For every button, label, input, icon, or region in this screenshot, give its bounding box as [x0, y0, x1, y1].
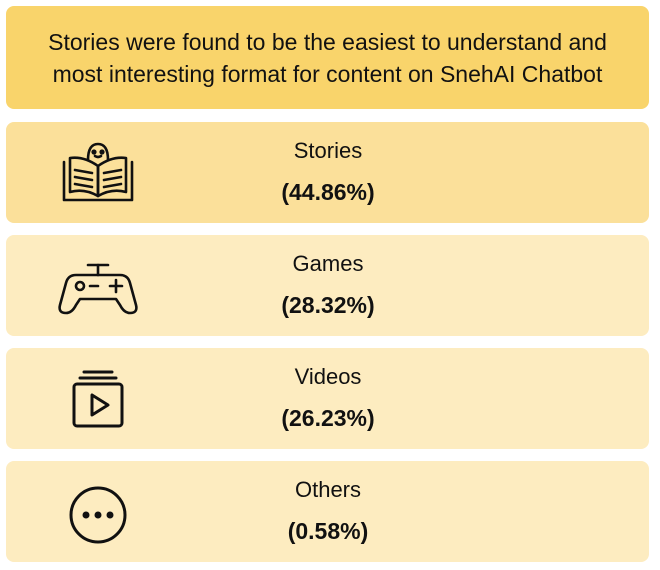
- format-card-games: Games (28.32%): [6, 235, 649, 336]
- format-share-videos: (26.23%): [281, 405, 375, 431]
- format-card-stories: Stories (44.86%): [6, 122, 649, 223]
- format-label-stories: Stories: [293, 138, 363, 163]
- storybook-icon: [54, 140, 142, 206]
- summary-line-2: most interesting format for content on S…: [52, 60, 603, 87]
- format-label-games: Games: [292, 251, 364, 276]
- video-library-icon: [54, 366, 142, 432]
- format-card-others: Others (0.58%): [6, 461, 649, 562]
- format-share-stories: (44.86%): [281, 179, 375, 205]
- format-share-games: (28.32%): [281, 292, 375, 318]
- summary-text: Stories were found to be the easiest to …: [48, 26, 607, 90]
- format-label-others: Others: [294, 477, 362, 502]
- more-horizontal-icon: [54, 479, 142, 545]
- summary-line-1: Stories were found to be the easiest to …: [48, 28, 607, 55]
- format-card-videos: Videos (26.23%): [6, 348, 649, 449]
- format-label-videos: Videos: [294, 364, 362, 389]
- gamepad-icon: [54, 253, 142, 319]
- format-share-others: (0.58%): [287, 518, 369, 544]
- summary-banner: Stories were found to be the easiest to …: [6, 6, 649, 109]
